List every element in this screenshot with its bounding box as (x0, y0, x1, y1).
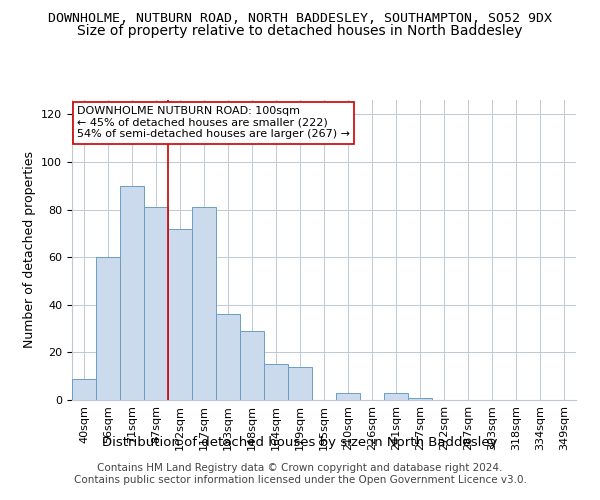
Bar (120, 186, 144, 400)
Text: DOWNHOLME, NUTBURN ROAD, NORTH BADDESLEY, SOUTHAMPTON, SO52 9DX: DOWNHOLME, NUTBURN ROAD, NORTH BADDESLEY… (48, 12, 552, 26)
Text: Contains HM Land Registry data © Crown copyright and database right 2024.
Contai: Contains HM Land Registry data © Crown c… (74, 464, 526, 485)
Bar (240, 331, 264, 400)
Text: Size of property relative to detached houses in North Baddesley: Size of property relative to detached ho… (77, 24, 523, 38)
Bar (144, 207, 168, 400)
Bar (264, 364, 288, 400)
Bar (192, 207, 216, 400)
Text: DOWNHOLME NUTBURN ROAD: 100sqm
← 45% of detached houses are smaller (222)
54% of: DOWNHOLME NUTBURN ROAD: 100sqm ← 45% of … (77, 106, 350, 139)
Bar (96, 257, 120, 400)
Bar (168, 228, 192, 400)
Bar (408, 398, 432, 400)
Bar (288, 366, 312, 400)
Y-axis label: Number of detached properties: Number of detached properties (23, 152, 35, 348)
Bar (216, 314, 240, 400)
Text: Distribution of detached houses by size in North Baddesley: Distribution of detached houses by size … (102, 436, 498, 449)
Bar (336, 393, 360, 400)
Bar (384, 393, 408, 400)
Bar (72, 378, 96, 400)
